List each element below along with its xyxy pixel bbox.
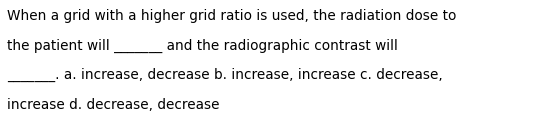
Text: When a grid with a higher grid ratio is used, the radiation dose to: When a grid with a higher grid ratio is … — [7, 9, 456, 23]
Text: _______. a. increase, decrease b. increase, increase c. decrease,: _______. a. increase, decrease b. increa… — [7, 68, 443, 82]
Text: the patient will _______ and the radiographic contrast will: the patient will _______ and the radiogr… — [7, 38, 398, 53]
Text: increase d. decrease, decrease: increase d. decrease, decrease — [7, 98, 220, 112]
